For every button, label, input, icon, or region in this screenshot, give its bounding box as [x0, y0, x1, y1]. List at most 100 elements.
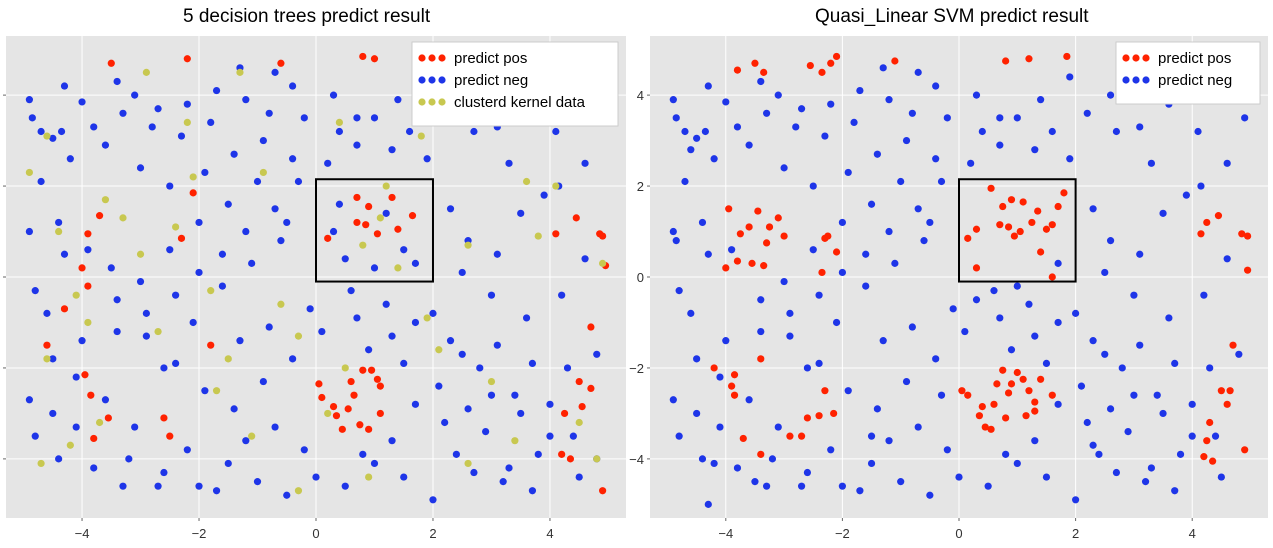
point-neg: [289, 82, 297, 90]
point-neg: [546, 432, 554, 440]
point-pos: [1048, 391, 1056, 399]
point-pos: [821, 387, 829, 395]
point-pos: [78, 264, 86, 272]
point-neg: [885, 227, 893, 236]
point-neg: [693, 134, 701, 142]
point-neg: [996, 141, 1004, 149]
point-neg: [172, 291, 180, 299]
point-neg: [113, 77, 121, 86]
point-neg: [136, 277, 145, 286]
point-neg: [797, 105, 806, 113]
point-neg: [1153, 391, 1161, 399]
point-neg: [90, 464, 98, 472]
point-neg: [1188, 432, 1196, 440]
point-neg: [265, 323, 273, 331]
point-neg: [867, 432, 876, 440]
point-neg: [493, 250, 501, 258]
point-neg: [28, 114, 36, 122]
point-pos: [1054, 202, 1062, 211]
point-kernel: [394, 264, 402, 272]
point-neg: [493, 341, 501, 349]
point-neg: [984, 482, 992, 490]
point-pos: [803, 414, 812, 422]
point-pos: [353, 218, 361, 227]
point-pos: [43, 341, 51, 349]
point-neg: [672, 237, 680, 245]
point-neg: [821, 132, 829, 140]
point-neg: [710, 155, 718, 163]
point-pos: [757, 450, 765, 458]
point-neg: [49, 409, 57, 418]
point-neg: [937, 177, 946, 186]
point-neg: [300, 114, 308, 122]
point-pos: [710, 364, 718, 372]
point-pos: [356, 421, 364, 429]
point-neg: [873, 150, 881, 158]
legend-label: predict pos: [454, 50, 527, 67]
point-neg: [242, 437, 250, 445]
point-neg: [1200, 291, 1208, 299]
point-pos: [1243, 266, 1252, 274]
point-pos: [353, 193, 361, 202]
point-pos: [1243, 232, 1252, 240]
point-pos: [1025, 55, 1033, 63]
point-pos: [748, 259, 756, 267]
point-kernel: [101, 196, 110, 204]
legend-label: predict neg: [1158, 72, 1232, 89]
point-neg: [423, 155, 431, 163]
point-neg: [943, 114, 951, 122]
point-neg: [37, 177, 45, 186]
point-pos: [754, 207, 762, 215]
point-pos: [388, 193, 396, 202]
point-neg: [1136, 250, 1144, 258]
point-neg: [581, 255, 589, 263]
point-neg: [1037, 96, 1045, 104]
point-pos: [373, 230, 382, 238]
point-neg: [370, 114, 379, 122]
point-kernel: [324, 409, 332, 418]
point-pos: [332, 412, 341, 420]
point-neg: [195, 268, 203, 277]
point-neg: [1054, 259, 1062, 267]
point-neg: [827, 446, 835, 454]
point-neg: [517, 409, 525, 418]
point-neg: [1101, 268, 1109, 277]
point-neg: [101, 396, 110, 404]
y-tick-label: 0: [637, 270, 644, 285]
point-neg: [353, 114, 361, 122]
point-pos: [572, 214, 580, 222]
point-neg: [978, 127, 986, 136]
point-neg: [704, 500, 712, 508]
point-neg: [394, 96, 402, 104]
point-kernel: [212, 387, 221, 395]
point-neg: [1211, 432, 1220, 440]
point-neg: [675, 287, 683, 295]
point-neg: [774, 91, 782, 99]
point-neg: [289, 155, 297, 163]
point-pos: [81, 371, 89, 379]
x-tick-label: 4: [1189, 526, 1196, 541]
point-neg: [1007, 346, 1016, 354]
point-neg: [733, 123, 742, 131]
point-pos: [1019, 198, 1027, 206]
point-pos: [1206, 418, 1214, 427]
point-neg: [1171, 359, 1179, 367]
point-pos: [160, 414, 168, 422]
point-pos: [1203, 218, 1211, 227]
point-pos: [1028, 218, 1036, 227]
point-pos: [367, 366, 376, 374]
point-neg: [446, 337, 455, 345]
point-pos: [722, 264, 730, 272]
point-neg: [926, 491, 934, 499]
point-neg: [850, 118, 858, 126]
point-pos: [757, 355, 765, 363]
point-neg: [745, 141, 753, 149]
point-kernel: [154, 327, 162, 336]
point-pos: [972, 225, 981, 233]
point-neg: [242, 96, 250, 104]
point-neg: [955, 473, 963, 481]
point-neg: [1188, 400, 1196, 408]
point-kernel: [487, 377, 496, 386]
point-neg: [757, 77, 765, 86]
point-neg: [809, 182, 817, 190]
